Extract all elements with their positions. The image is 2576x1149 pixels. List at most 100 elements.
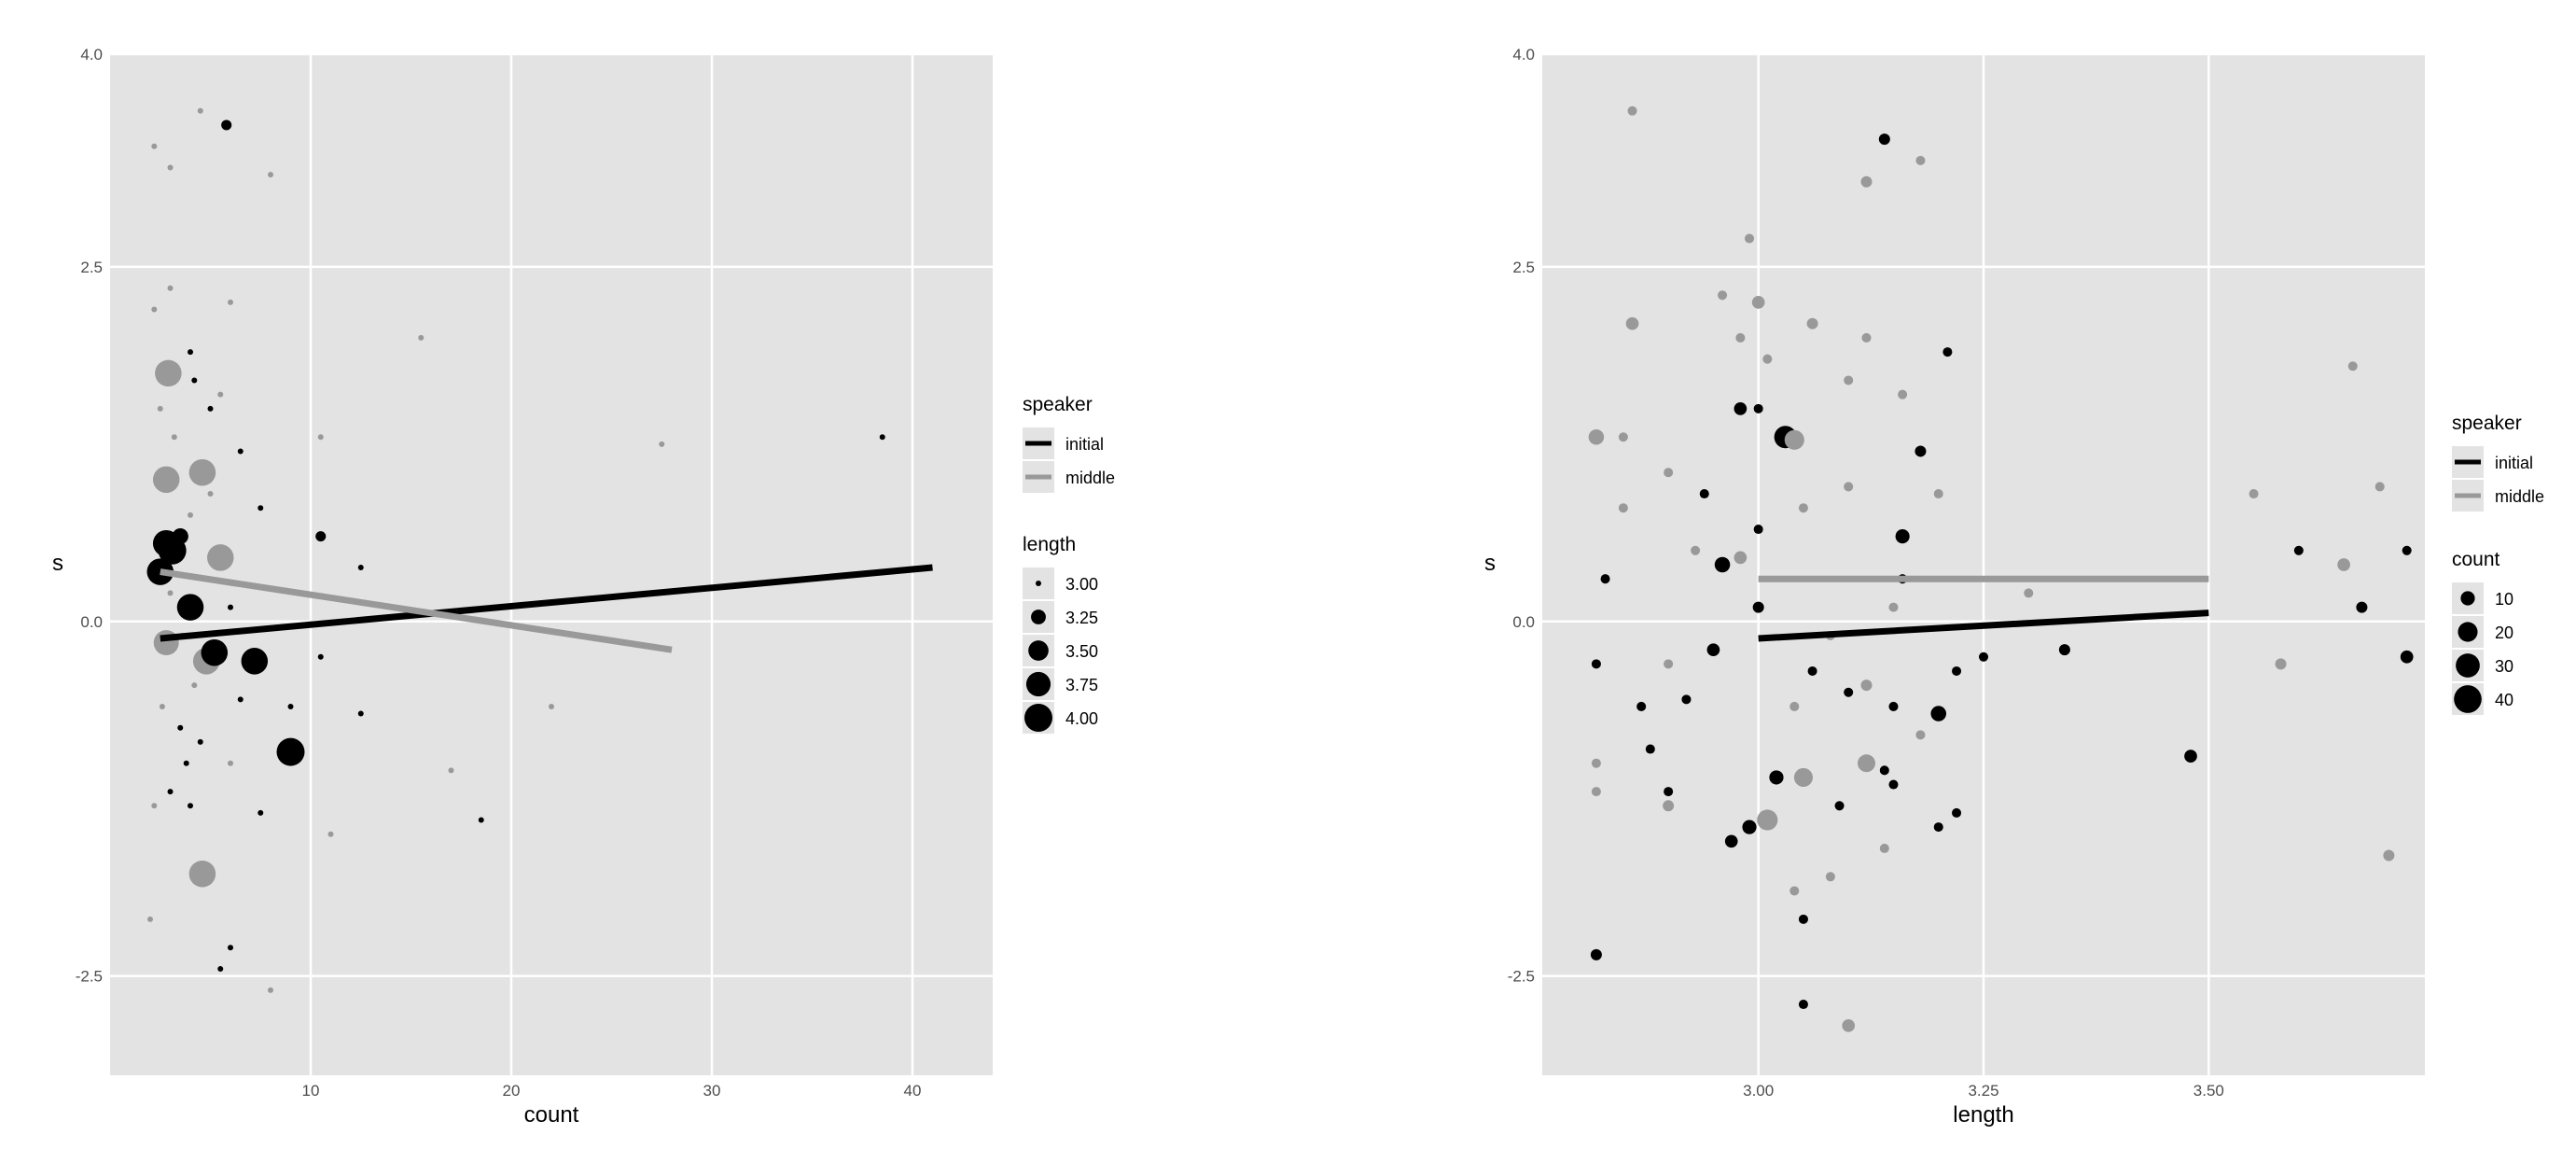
data-point	[1664, 787, 1674, 797]
data-point	[1888, 701, 1899, 711]
fit-line-initial	[1758, 610, 2209, 642]
data-point	[1625, 316, 1639, 330]
data-point	[1798, 914, 1808, 924]
data-point	[188, 803, 193, 809]
data-point	[1807, 666, 1817, 676]
y-axis-title: s	[1484, 551, 1496, 576]
data-point	[1590, 948, 1602, 960]
data-point	[287, 703, 294, 709]
data-point	[1806, 317, 1818, 329]
data-point	[237, 696, 244, 703]
legend-size-label: 40	[2495, 691, 2513, 709]
data-point	[879, 434, 885, 441]
data-point	[418, 334, 425, 341]
data-point	[1734, 402, 1748, 415]
data-point	[1834, 801, 1845, 811]
data-point	[241, 648, 269, 675]
data-point	[2024, 588, 2034, 598]
legend-size-label: 3.25	[1065, 609, 1098, 627]
data-point	[1888, 602, 1899, 612]
data-point	[237, 448, 244, 455]
legend-size-dot	[2458, 622, 2478, 642]
data-point	[1627, 105, 1637, 116]
data-point	[1718, 290, 1728, 301]
data-point	[188, 860, 216, 888]
y-tick-label: 0.0	[1512, 613, 1535, 631]
data-point	[206, 544, 234, 571]
y-tick-label: 2.5	[1512, 259, 1535, 276]
data-point	[2383, 849, 2395, 862]
data-point	[549, 703, 554, 709]
data-point	[1825, 872, 1835, 882]
data-point	[151, 143, 158, 149]
data-point	[207, 405, 214, 412]
data-point	[2184, 750, 2197, 763]
data-point	[1898, 389, 1908, 399]
data-point	[357, 710, 364, 717]
data-point	[1745, 233, 1755, 244]
data-point	[1844, 482, 1854, 492]
data-point	[228, 299, 233, 305]
legend-color-label: initial	[2495, 454, 2533, 472]
data-point	[188, 511, 193, 518]
data-point	[1915, 155, 1926, 165]
data-point	[2337, 558, 2350, 571]
data-point	[151, 306, 158, 313]
data-point	[317, 653, 324, 660]
data-point	[2293, 545, 2304, 555]
data-point	[188, 458, 216, 486]
data-point	[276, 737, 305, 766]
legend-size-label: 3.50	[1065, 642, 1098, 661]
data-point	[478, 817, 484, 823]
data-point	[1844, 375, 1854, 385]
x-tick-label: 30	[703, 1082, 721, 1100]
data-point	[268, 987, 273, 993]
data-point	[1888, 779, 1899, 790]
data-point	[183, 760, 189, 766]
data-point	[197, 107, 203, 114]
data-point	[1663, 800, 1675, 812]
data-point	[1600, 574, 1610, 584]
legend-size-dot	[1025, 671, 1051, 697]
data-point	[357, 565, 364, 571]
data-point	[1699, 489, 1709, 499]
x-tick-label: 3.25	[1968, 1082, 1998, 1100]
data-point	[191, 682, 198, 689]
legend-color-label: middle	[2495, 487, 2544, 506]
data-point	[268, 172, 273, 178]
data-point	[2058, 644, 2070, 656]
data-point	[1664, 468, 1674, 478]
fit-line-initial	[160, 564, 933, 642]
x-tick-label: 20	[503, 1082, 521, 1100]
data-point	[317, 434, 324, 441]
data-point	[2374, 482, 2385, 492]
legend-color-label: initial	[1065, 435, 1104, 454]
data-point	[1706, 643, 1720, 657]
data-point	[258, 809, 264, 816]
data-point	[1753, 524, 1763, 535]
data-point	[157, 405, 163, 412]
data-point	[167, 789, 174, 795]
data-point	[1636, 701, 1647, 711]
data-point	[1762, 354, 1773, 364]
data-point	[2275, 658, 2287, 670]
x-tick-label: 40	[904, 1082, 922, 1100]
legend-size-label: 4.00	[1065, 709, 1098, 728]
data-point	[1861, 332, 1872, 343]
y-tick-label: 4.0	[1512, 46, 1535, 63]
data-point	[1860, 680, 1873, 692]
data-point	[1784, 429, 1804, 450]
data-point	[1591, 787, 1601, 797]
x-axis-title: count	[524, 1102, 579, 1128]
plot-panel	[110, 54, 993, 1075]
data-point	[176, 594, 204, 621]
y-tick-label: -2.5	[76, 968, 103, 986]
legend-size-label: 3.00	[1065, 575, 1098, 594]
x-tick-label: 3.00	[1743, 1082, 1774, 1100]
data-point	[1724, 834, 1738, 848]
data-point	[1734, 551, 1748, 565]
legend-size-label: 30	[2495, 657, 2513, 676]
data-point	[167, 590, 174, 596]
data-point	[448, 767, 454, 774]
